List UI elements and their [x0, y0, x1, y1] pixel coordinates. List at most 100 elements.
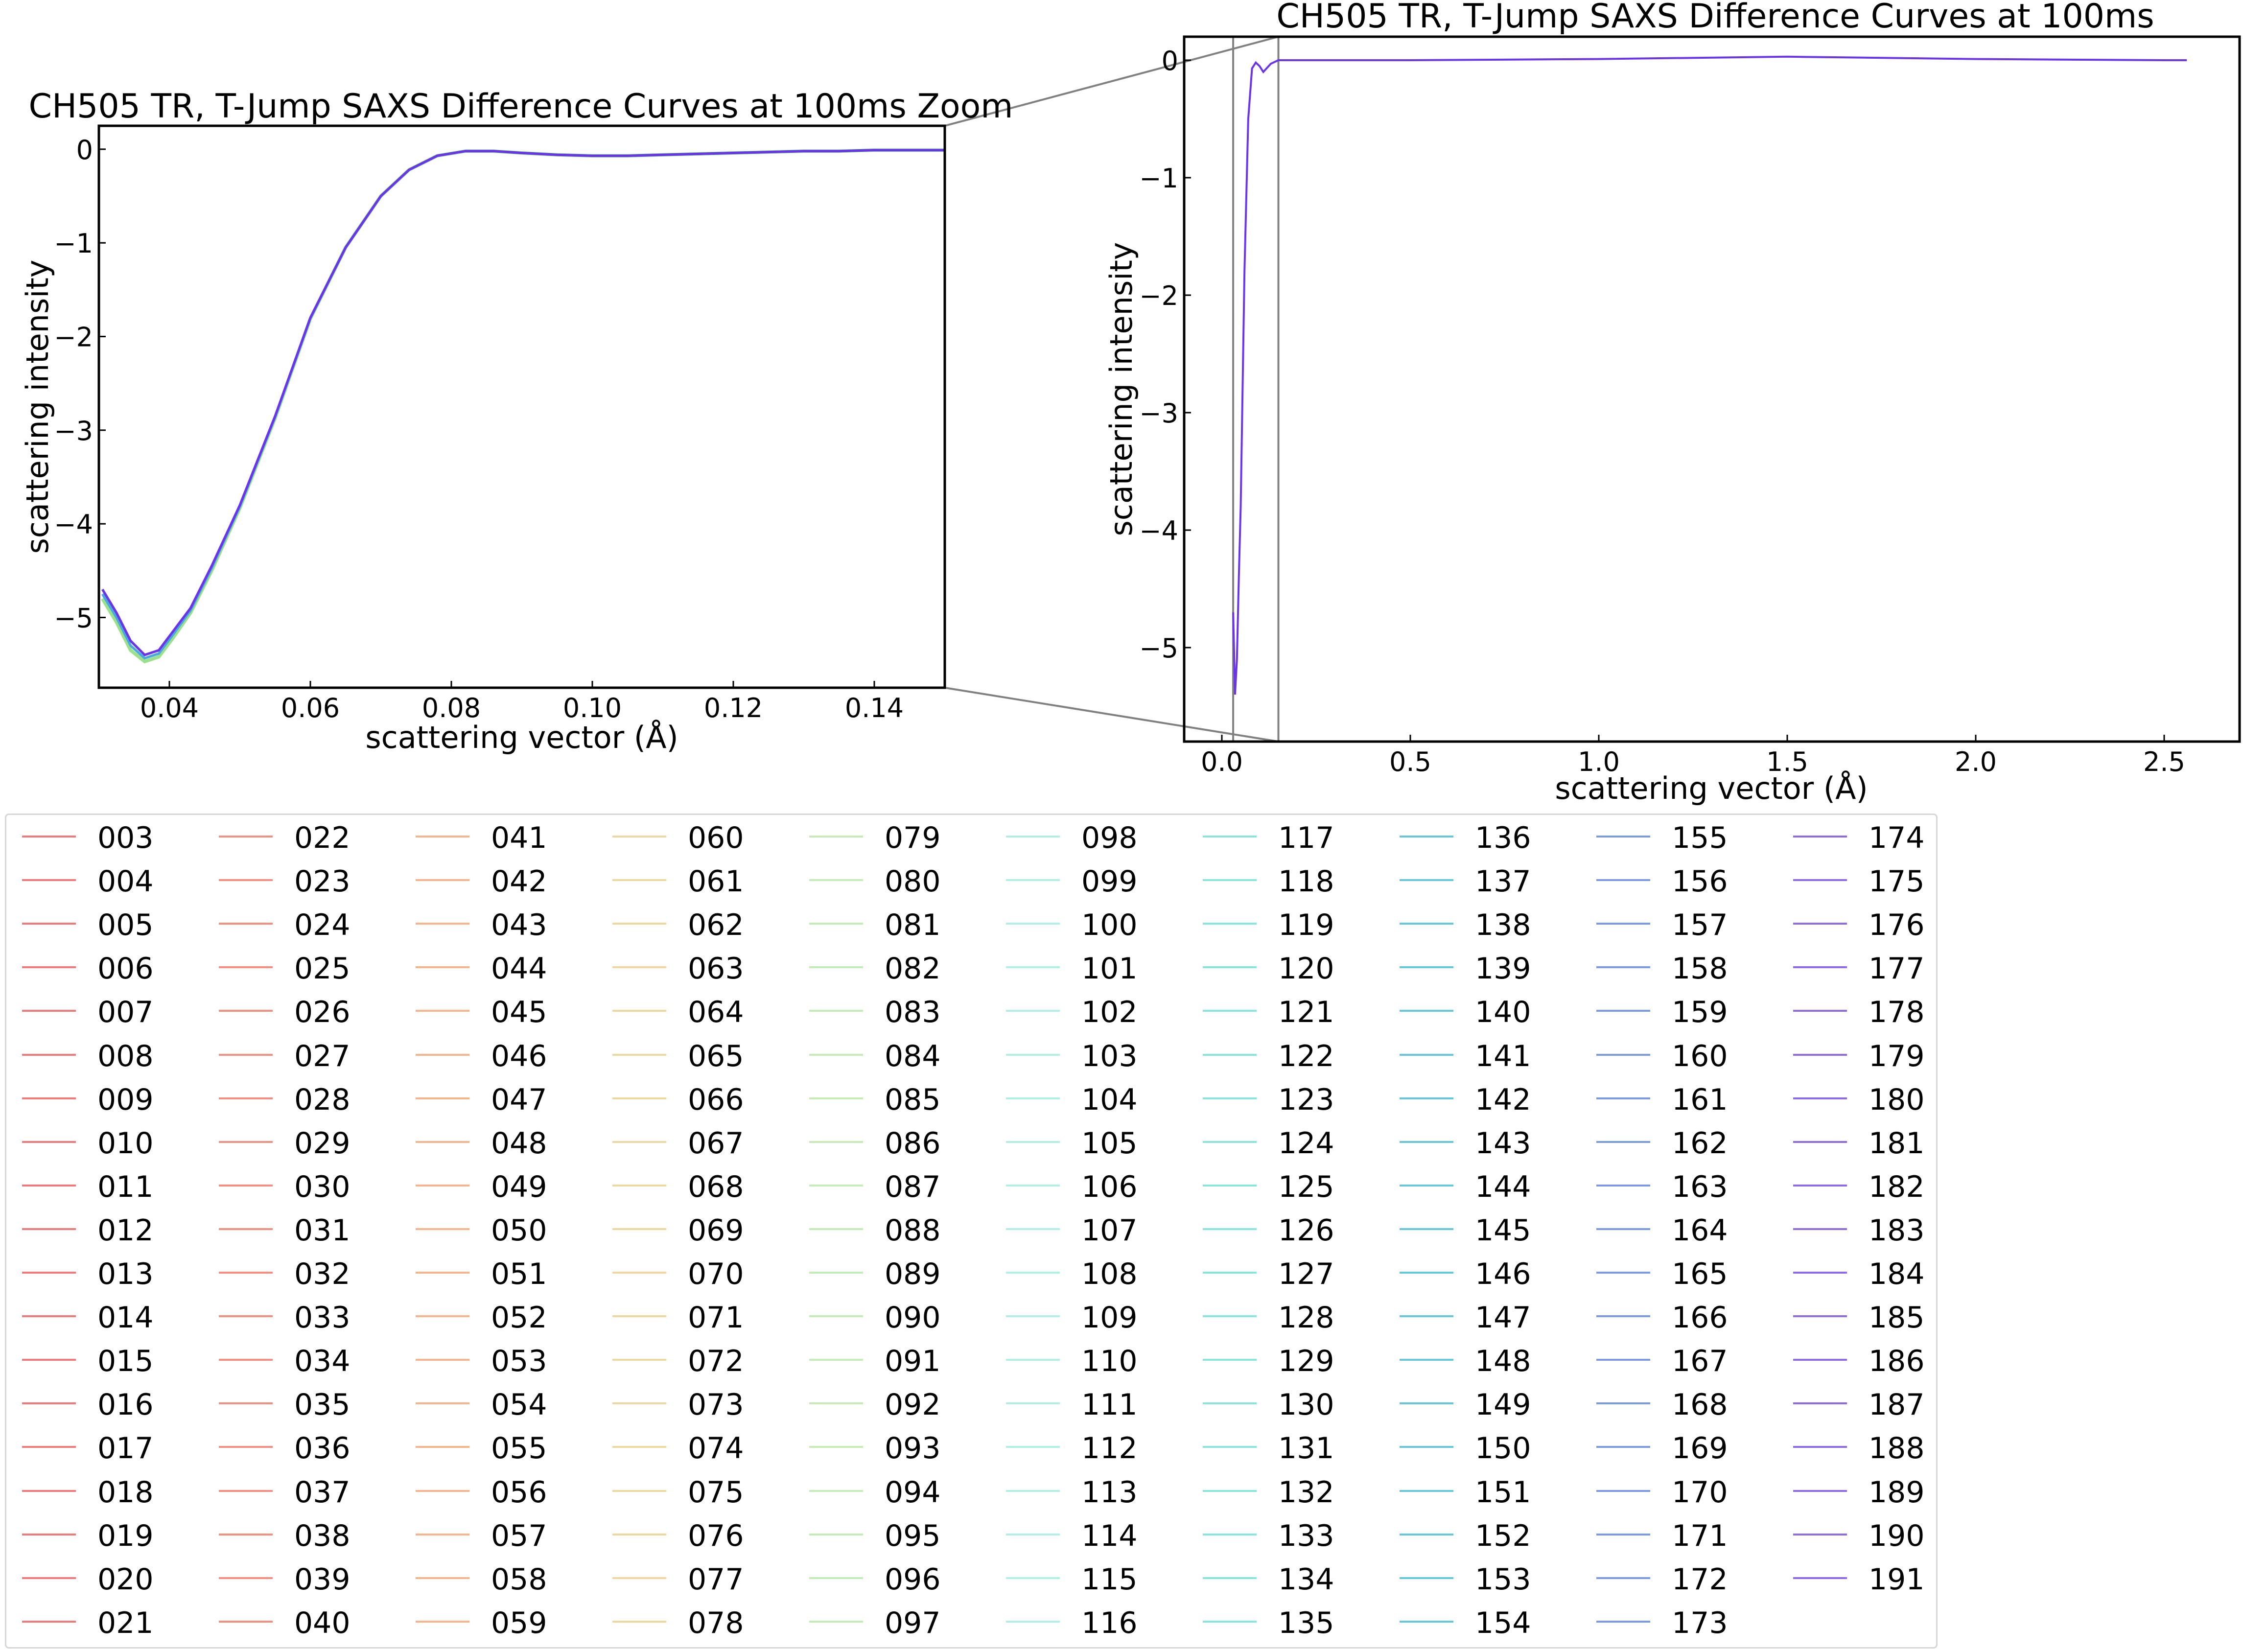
- legend-label: 095: [885, 1518, 941, 1553]
- legend-label: 056: [491, 1475, 547, 1510]
- legend-item: 122: [1187, 1033, 1384, 1077]
- legend-label: 111: [1081, 1388, 1138, 1422]
- legend-label: 032: [294, 1257, 350, 1291]
- legend-label: 159: [1672, 995, 1728, 1030]
- legend-line-swatch: [219, 1315, 273, 1318]
- legend-line-swatch: [1006, 923, 1060, 925]
- legend-item: 149: [1384, 1382, 1581, 1425]
- legend-item: 021: [6, 1600, 203, 1644]
- legend-item: 019: [6, 1513, 203, 1557]
- legend-line-swatch: [612, 1402, 666, 1405]
- legend-line-swatch: [1596, 966, 1650, 969]
- legend-label: 020: [97, 1562, 154, 1597]
- legend-label: 038: [294, 1518, 350, 1553]
- legend-item: 047: [400, 1077, 597, 1120]
- legend-item: 080: [794, 859, 990, 902]
- legend-line-swatch: [219, 1489, 273, 1492]
- legend-item: 036: [203, 1425, 400, 1469]
- legend-line-swatch: [1596, 1315, 1650, 1318]
- legend-label: 037: [294, 1475, 350, 1510]
- legend-item: 127: [1187, 1251, 1384, 1295]
- legend-line-swatch: [22, 1184, 76, 1187]
- legend-item: 013: [6, 1251, 203, 1295]
- legend-line-swatch: [219, 1097, 273, 1099]
- legend-line-swatch: [1596, 1402, 1650, 1405]
- curve-main: [1232, 55, 2187, 695]
- legend-item: 110: [990, 1338, 1187, 1382]
- legend-item: 069: [597, 1208, 794, 1251]
- legend-line-swatch: [809, 1533, 863, 1536]
- legend-item: 153: [1384, 1557, 1581, 1600]
- legend-line-swatch: [1596, 923, 1650, 925]
- legend-label: 139: [1475, 952, 1531, 986]
- zoom-chart-title: CH505 TR, T-Jump SAXS Difference Curves …: [28, 87, 1013, 126]
- legend-item: 054: [400, 1382, 597, 1425]
- legend-line-swatch: [1400, 1315, 1453, 1318]
- legend-label: 153: [1475, 1562, 1531, 1597]
- legend-label: 087: [885, 1169, 941, 1204]
- legend-line-swatch: [219, 1446, 273, 1448]
- legend-label: 025: [294, 952, 350, 986]
- legend-label: 155: [1672, 821, 1728, 855]
- legend-item: 166: [1581, 1295, 1777, 1338]
- legend-item: 151: [1384, 1469, 1581, 1513]
- legend-line-swatch: [1203, 1533, 1257, 1536]
- legend-item: 124: [1187, 1120, 1384, 1164]
- legend-item: 113: [990, 1469, 1187, 1513]
- legend-item: 060: [597, 815, 794, 859]
- legend-line-swatch: [809, 1097, 863, 1099]
- legend-line-swatch: [1793, 1446, 1847, 1448]
- legend-label: 017: [97, 1431, 154, 1466]
- legend-label: 140: [1475, 995, 1531, 1030]
- legend-label: 091: [885, 1344, 941, 1379]
- legend-label: 103: [1081, 1039, 1138, 1073]
- legend-label: 033: [294, 1301, 350, 1335]
- legend-line-swatch: [1400, 1140, 1453, 1143]
- legend-label: 059: [491, 1605, 547, 1640]
- legend-label: 040: [294, 1605, 350, 1640]
- legend-line-swatch: [612, 1140, 666, 1143]
- legend-item: 051: [400, 1251, 597, 1295]
- legend-item: 136: [1384, 815, 1581, 859]
- legend-item: 145: [1384, 1208, 1581, 1251]
- legend-line-swatch: [809, 879, 863, 882]
- legend-item: 016: [6, 1382, 203, 1425]
- legend-line-swatch: [1006, 1620, 1060, 1623]
- legend-item: 111: [990, 1382, 1187, 1425]
- legend-item: 167: [1581, 1338, 1777, 1382]
- legend-item: 057: [400, 1513, 597, 1557]
- legend-label: 058: [491, 1562, 547, 1597]
- legend-item: 155: [1581, 815, 1777, 859]
- legend-item: 142: [1384, 1077, 1581, 1120]
- legend-label: 063: [688, 952, 744, 986]
- legend-label: 118: [1278, 864, 1334, 899]
- legend-item: 033: [203, 1295, 400, 1338]
- legend-label: 156: [1672, 864, 1728, 899]
- legend-line-swatch: [416, 1228, 469, 1230]
- legend-line-swatch: [1793, 1097, 1847, 1099]
- legend-item: 024: [203, 902, 400, 946]
- legend-line-swatch: [809, 966, 863, 969]
- legend-label: 117: [1278, 821, 1334, 855]
- legend-item: 101: [990, 946, 1187, 989]
- legend-label: 116: [1081, 1605, 1138, 1640]
- legend-label: 143: [1475, 1126, 1531, 1161]
- legend-label: 137: [1475, 864, 1531, 899]
- legend-line-swatch: [809, 1577, 863, 1579]
- legend-item: 079: [794, 815, 990, 859]
- full-chart-title: CH505 TR, T-Jump SAXS Difference Curves …: [1276, 0, 2154, 36]
- full-chart: CH505 TR, T-Jump SAXS Difference Curves …: [1103, 0, 2241, 806]
- legend-line-swatch: [416, 1010, 469, 1012]
- legend-label: 080: [885, 864, 941, 899]
- legend-line-swatch: [1596, 1097, 1650, 1099]
- legend-label: 008: [97, 1039, 154, 1073]
- legend-line-swatch: [416, 1577, 469, 1579]
- legend-item: 017: [6, 1425, 203, 1469]
- legend-item: 186: [1777, 1338, 1974, 1382]
- legend-label: 132: [1278, 1475, 1334, 1510]
- legend-line-swatch: [22, 1446, 76, 1448]
- legend-label: 055: [491, 1431, 547, 1466]
- legend-line-swatch: [809, 1620, 863, 1623]
- legend-item: 152: [1384, 1513, 1581, 1557]
- legend-label: 045: [491, 995, 547, 1030]
